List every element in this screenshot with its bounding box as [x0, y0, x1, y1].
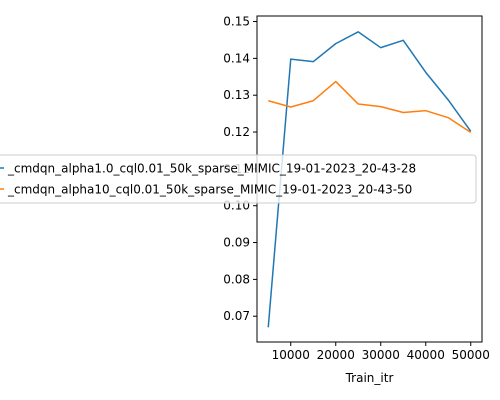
y-tick-label: 0.07	[223, 309, 250, 323]
y-tick-label: 0.12	[223, 125, 250, 139]
legend-box	[0, 154, 477, 204]
x-tick-label: 40000	[407, 348, 445, 362]
y-tick-label: 0.13	[223, 88, 250, 102]
y-tick-label: 0.15	[223, 15, 250, 29]
legend: _cmdqn_alpha1.0_cql0.01_50k_sparse_MIMIC…	[0, 154, 477, 204]
series-line-1	[267, 31, 472, 328]
y-tick-label: 0.08	[223, 272, 250, 286]
x-axis-label: Train_itr	[345, 371, 394, 385]
x-tick-label: 10000	[272, 348, 310, 362]
y-tick-label: 0.14	[223, 51, 250, 65]
x-axis: 10000 20000 30000 40000 50000	[272, 342, 490, 362]
y-tick-label: 0.09	[223, 236, 250, 250]
x-tick-label: 20000	[317, 348, 355, 362]
plot-lines	[267, 31, 472, 328]
x-tick-label: 30000	[362, 348, 400, 362]
legend-label-1: _cmdqn_alpha1.0_cql0.01_50k_sparse_MIMIC…	[7, 162, 416, 176]
legend-label-2: _cmdqn_alpha10_cql0.01_50k_sparse_MIMIC_…	[7, 183, 412, 197]
series-line-2	[268, 80, 472, 134]
x-tick-label: 50000	[452, 348, 490, 362]
